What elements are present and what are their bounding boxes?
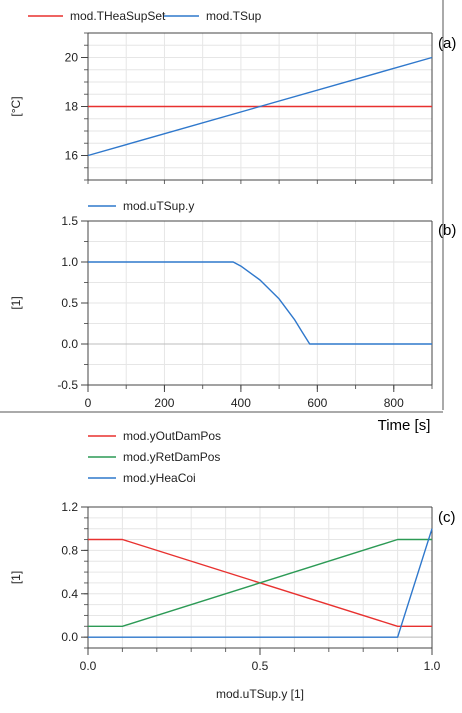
panel-label: (a) (438, 35, 456, 52)
y-tick-label: 16 (65, 149, 79, 163)
chart-c: 1.2 0.8 0.4 0.0 0.0 0.5 1.0 [1] mod.uTSup.y [1] (… (9, 429, 456, 701)
series-line-mod-tsup (87, 56, 433, 157)
y-tick-label: 20 (65, 51, 79, 65)
x-tick-label: 600 (307, 396, 327, 410)
y-tick-label: 1.0 (61, 255, 78, 269)
y-tick-label: 0.8 (61, 543, 78, 557)
x-axis-label: mod.uTSup.y [1] (216, 687, 304, 701)
panel-label: (c) (438, 509, 456, 526)
x-tick-label: 400 (231, 396, 251, 410)
x-tick-label: 200 (154, 396, 174, 410)
panel-label: (b) (438, 222, 456, 239)
legend-label: mod.uTSup.y (123, 199, 194, 213)
y-tick-label: 1.2 (61, 500, 78, 514)
y-axis-label: [1] (9, 571, 23, 584)
y-tick-label: -0.5 (57, 378, 78, 392)
y-tick-label: 0.0 (61, 337, 78, 351)
x-tick-label: 0.0 (80, 659, 97, 673)
x-tick-label: 0 (85, 396, 92, 410)
y-tick-label: 1.5 (61, 214, 78, 228)
chart-a: 16 18 20 [°C] (a) mod.THeaSupSet mod.TSup (9, 9, 456, 184)
y-tick-label: 0.0 (61, 630, 78, 644)
y-axis-label: [1] (9, 296, 23, 309)
legend-label: mod.yOutDamPos (123, 429, 221, 443)
y-axis-label: [°C] (9, 96, 23, 116)
y-tick-label: 0.4 (61, 587, 78, 601)
series-line-mod-utsup-y (88, 261, 432, 345)
x-tick-label: 800 (384, 396, 404, 410)
series-line-mod-yretdampos (88, 538, 432, 627)
series-line-mod-yheacoi (88, 528, 433, 638)
chart-b: 1.5 1.0 0.5 0.0 -0.5 0 200 400 600 800 [1] Time [s]… (9, 199, 456, 434)
legend-label: mod.THeaSupSet (70, 9, 166, 23)
legend-label: mod.yHeaCoi (123, 471, 196, 485)
legend-label: mod.TSup (206, 9, 262, 23)
x-tick-label: 0.5 (252, 659, 269, 673)
legend-label: mod.yRetDamPos (123, 450, 220, 464)
y-tick-label: 18 (65, 100, 79, 114)
x-axis-label: Time [s] (378, 417, 431, 434)
y-tick-label: 0.5 (61, 296, 78, 310)
x-tick-label: 1.0 (424, 659, 441, 673)
